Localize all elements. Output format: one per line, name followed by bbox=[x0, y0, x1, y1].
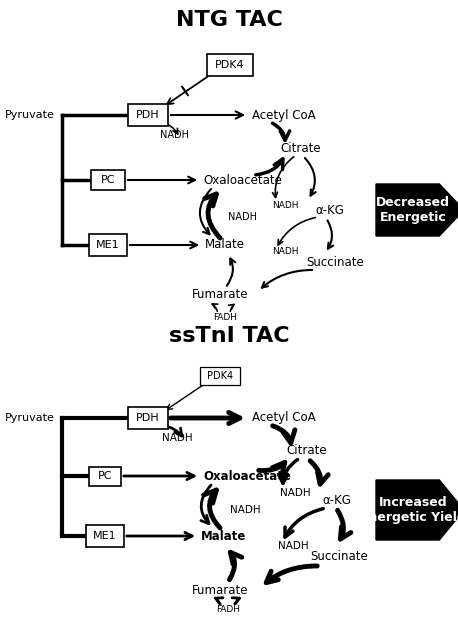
Text: FADH: FADH bbox=[213, 313, 237, 323]
Text: Succinate: Succinate bbox=[306, 256, 364, 269]
Text: ME1: ME1 bbox=[96, 240, 120, 250]
Text: Succinate: Succinate bbox=[310, 550, 368, 562]
Text: Increased
Energetic Yield: Increased Energetic Yield bbox=[360, 496, 458, 524]
Text: NADH: NADH bbox=[280, 488, 311, 498]
Text: Oxaloacetate: Oxaloacetate bbox=[203, 470, 291, 482]
Polygon shape bbox=[376, 480, 458, 540]
Text: Decreased
Energetic: Decreased Energetic bbox=[376, 196, 450, 224]
Text: Citrate: Citrate bbox=[280, 141, 321, 155]
Bar bbox=[128, 104, 168, 126]
Text: NADH: NADH bbox=[160, 130, 189, 140]
Text: PDK4: PDK4 bbox=[207, 371, 233, 381]
Text: Acetyl CoA: Acetyl CoA bbox=[252, 411, 316, 425]
Bar bbox=[128, 407, 168, 429]
Text: Malate: Malate bbox=[201, 529, 246, 543]
Text: Fumarate: Fumarate bbox=[192, 583, 248, 597]
Bar bbox=[89, 234, 127, 256]
Text: PC: PC bbox=[101, 175, 115, 185]
Text: NADH: NADH bbox=[272, 200, 299, 209]
Bar bbox=[207, 54, 253, 76]
Text: Oxaloacetate: Oxaloacetate bbox=[203, 174, 282, 186]
Text: Malate: Malate bbox=[205, 238, 245, 252]
Bar bbox=[86, 525, 124, 547]
Text: NADH: NADH bbox=[278, 541, 309, 551]
Text: NADH: NADH bbox=[230, 505, 261, 515]
Text: PDH: PDH bbox=[136, 110, 160, 120]
Text: α-KG: α-KG bbox=[315, 204, 344, 216]
Polygon shape bbox=[376, 184, 458, 236]
Text: NADH: NADH bbox=[228, 212, 257, 222]
Bar bbox=[89, 467, 121, 486]
Text: NADH: NADH bbox=[162, 433, 193, 443]
Text: Pyruvate: Pyruvate bbox=[5, 413, 55, 423]
Text: PC: PC bbox=[98, 471, 112, 481]
Bar bbox=[91, 170, 125, 190]
Text: α-KG: α-KG bbox=[322, 493, 351, 507]
Text: Fumarate: Fumarate bbox=[192, 288, 248, 302]
Text: PDH: PDH bbox=[136, 413, 160, 423]
Bar bbox=[200, 367, 240, 385]
Text: NADH: NADH bbox=[272, 247, 299, 257]
Text: Pyruvate: Pyruvate bbox=[5, 110, 55, 120]
Text: FADH: FADH bbox=[216, 605, 240, 614]
Text: Acetyl CoA: Acetyl CoA bbox=[252, 108, 316, 122]
Text: NTG TAC: NTG TAC bbox=[175, 10, 283, 30]
Text: PDK4: PDK4 bbox=[215, 60, 245, 70]
Text: ssTnI TAC: ssTnI TAC bbox=[169, 326, 289, 346]
Text: Citrate: Citrate bbox=[286, 444, 327, 456]
Text: ME1: ME1 bbox=[93, 531, 117, 541]
